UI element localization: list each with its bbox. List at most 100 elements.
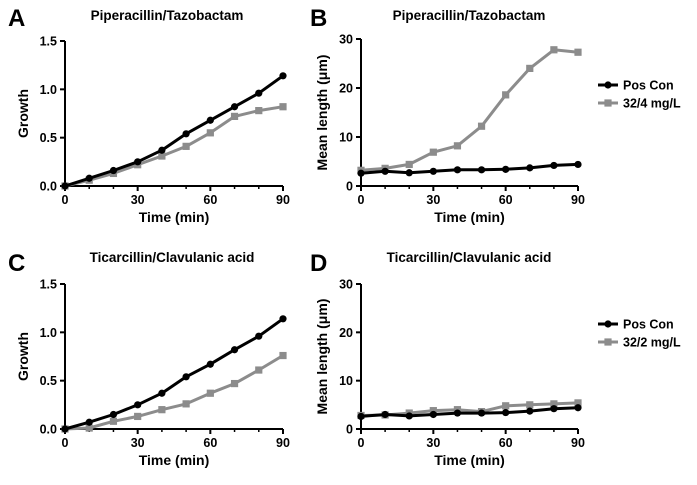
y-tick-label-d: 0 xyxy=(346,423,353,437)
data-point-a-0 xyxy=(279,72,287,80)
data-point-b-1 xyxy=(526,64,534,72)
data-point-b-0 xyxy=(477,166,486,174)
data-point-c-1 xyxy=(158,406,166,414)
data-point-d-0 xyxy=(477,409,486,417)
data-point-d-1 xyxy=(429,407,437,415)
data-point-a-1 xyxy=(279,103,287,111)
data-point-c-0 xyxy=(279,315,287,323)
data-point-c-0 xyxy=(134,401,142,409)
data-point-b-0 xyxy=(357,169,365,177)
data-point-d-0 xyxy=(381,410,389,419)
y-tick-label-a: 0.0 xyxy=(40,180,57,194)
y-tick-label-c: 0.0 xyxy=(40,423,57,437)
y-tick-label-c: 1.0 xyxy=(40,326,57,340)
data-point-a-1 xyxy=(230,112,239,120)
legend-marker-d-1 xyxy=(604,338,612,346)
y-tick-label-c: 1.5 xyxy=(40,278,57,292)
x-tick-label-a: 30 xyxy=(131,193,145,207)
data-point-b-0 xyxy=(550,161,558,170)
series-line-c-1 xyxy=(64,354,284,431)
data-point-c-0 xyxy=(109,410,118,419)
data-point-b-0 xyxy=(429,167,437,175)
series-line-b-0 xyxy=(360,162,579,175)
x-tick-label-b: 90 xyxy=(571,193,585,207)
data-point-a-0 xyxy=(255,89,263,97)
panel-letter-a: A xyxy=(8,5,25,32)
series-line-d-0 xyxy=(360,406,579,418)
data-point-c-0 xyxy=(158,389,166,397)
data-point-a-1 xyxy=(206,129,214,137)
data-point-a-1 xyxy=(182,142,190,150)
y-tick-label-c: 0.5 xyxy=(40,374,57,388)
x-axis-label-c: Time (min) xyxy=(139,452,210,468)
data-point-b-0 xyxy=(526,164,534,172)
y-axis-label-c: Growth xyxy=(15,332,31,381)
data-point-a-0 xyxy=(61,182,69,190)
legend-label-b-1: 32/4 mg/L xyxy=(623,97,681,111)
data-point-a-1 xyxy=(158,152,166,160)
data-point-c-0 xyxy=(206,360,214,368)
legend-marker-d-0 xyxy=(604,320,612,328)
legend-label-d-1: 32/2 mg/L xyxy=(623,336,681,350)
panel-title-c: Ticarcillin/Clavulanic acid xyxy=(90,250,255,265)
series-line-a-1 xyxy=(64,105,284,188)
panel-title-a: Piperacillin/Tazobactam xyxy=(91,8,244,23)
data-point-c-0 xyxy=(230,346,239,354)
panel-title-d: Ticarcillin/Clavulanic acid xyxy=(387,250,552,265)
data-point-c-1 xyxy=(206,389,214,397)
x-tick-label-b: 30 xyxy=(426,193,440,207)
x-tick-label-c: 30 xyxy=(131,436,145,450)
x-tick-label-d: 0 xyxy=(358,436,365,450)
series-line-c-0 xyxy=(64,317,284,431)
data-point-c-1 xyxy=(255,366,263,374)
series-line-a-0 xyxy=(64,74,284,188)
x-tick-label-d: 90 xyxy=(571,436,585,450)
x-tick-label-c: 60 xyxy=(203,436,217,450)
data-point-b-0 xyxy=(381,167,389,175)
x-tick-label-c: 90 xyxy=(276,436,290,450)
data-point-a-0 xyxy=(85,174,93,182)
y-tick-label-b: 20 xyxy=(339,82,353,96)
data-point-c-0 xyxy=(182,373,190,381)
y-tick-label-d: 10 xyxy=(339,374,353,388)
legend-label-d-0: Pos Con xyxy=(623,318,674,332)
data-point-d-1 xyxy=(550,400,558,408)
data-point-b-1 xyxy=(550,46,558,54)
y-tick-label-d: 20 xyxy=(339,326,353,340)
data-point-b-0 xyxy=(574,160,582,169)
data-point-a-0 xyxy=(134,158,142,166)
data-point-d-1 xyxy=(526,401,534,409)
y-tick-label-d: 30 xyxy=(339,278,353,292)
data-point-c-1 xyxy=(230,379,239,388)
data-point-a-0 xyxy=(109,166,118,175)
data-point-b-1 xyxy=(453,142,462,150)
x-tick-label-a: 0 xyxy=(62,193,69,207)
x-axis-label-b: Time (min) xyxy=(434,209,505,225)
data-point-d-0 xyxy=(574,404,582,412)
data-point-d-0 xyxy=(550,405,558,413)
data-point-a-1 xyxy=(255,107,263,115)
data-point-d-0 xyxy=(502,408,510,417)
data-point-b-1 xyxy=(574,48,582,56)
panel-title-b: Piperacillin/Tazobactam xyxy=(393,8,546,23)
y-tick-label-a: 1.5 xyxy=(40,35,57,49)
series-line-b-1 xyxy=(360,48,579,172)
data-point-a-0 xyxy=(158,146,166,154)
data-point-d-0 xyxy=(429,410,437,419)
data-point-d-0 xyxy=(357,412,365,421)
data-point-b-1 xyxy=(429,148,437,156)
data-point-b-0 xyxy=(502,165,510,173)
x-tick-label-d: 60 xyxy=(499,436,513,450)
data-point-c-1 xyxy=(279,351,287,360)
x-axis-label-a: Time (min) xyxy=(139,209,210,225)
y-axis-label-d: Mean length (μm) xyxy=(314,299,330,415)
x-tick-label-c: 0 xyxy=(62,436,69,450)
data-point-b-0 xyxy=(405,169,413,177)
y-axis-label-b: Mean length (μm) xyxy=(314,55,330,171)
y-tick-label-a: 0.5 xyxy=(40,131,57,145)
x-tick-label-a: 90 xyxy=(276,193,290,207)
data-point-d-0 xyxy=(453,409,462,417)
data-point-b-1 xyxy=(477,122,486,130)
panel-letter-b: B xyxy=(310,5,327,32)
